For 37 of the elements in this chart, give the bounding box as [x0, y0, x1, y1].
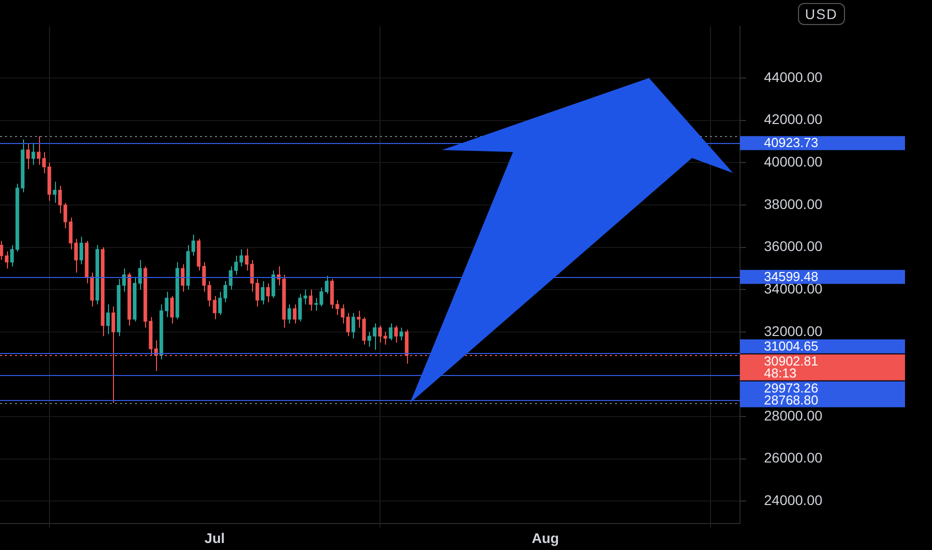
currency-badge: USD: [798, 3, 845, 25]
candlestick: [394, 325, 398, 343]
candlestick: [272, 270, 276, 299]
candlestick: [180, 264, 184, 292]
candlestick: [288, 304, 292, 324]
candlestick: [266, 282, 270, 303]
candlestick: [170, 295, 174, 324]
candlestick: [4, 251, 8, 269]
y-tick-label: 28000.00: [764, 407, 823, 424]
y-tick-label: 24000.00: [764, 492, 823, 508]
candlestick: [324, 275, 328, 294]
candlestick: [80, 236, 84, 265]
ref-line-label: 30902.81 48:13: [764, 353, 818, 380]
y-tick-label: 26000.00: [764, 450, 823, 466]
candlestick: [260, 280, 264, 305]
x-tick-label: Aug: [532, 530, 559, 546]
ref-line-label: 40923.73: [764, 135, 818, 150]
ref-line-label: 31004.65: [764, 338, 818, 354]
y-tick-label: 38000.00: [764, 196, 823, 212]
candlestick: [212, 295, 216, 320]
candlestick: [372, 322, 376, 350]
candlestick: [0, 240, 4, 260]
y-tick-label: 40000.00: [764, 154, 823, 170]
x-tick-label: Jul: [204, 530, 225, 546]
candlestick: [400, 327, 404, 341]
candlestick: [292, 304, 296, 324]
candlestick: [164, 291, 168, 318]
candlestick: [26, 143, 30, 170]
candlestick: [388, 322, 392, 341]
y-tick-label: 42000.00: [764, 111, 823, 128]
candlestick: [352, 312, 356, 339]
candlestick: [32, 143, 36, 166]
candlestick: [106, 304, 110, 335]
candlestick: [308, 289, 312, 312]
y-tick-label: 32000.00: [764, 322, 823, 339]
y-tick-label: 44000.00: [764, 68, 823, 85]
y-tick-label: 36000.00: [764, 238, 823, 254]
